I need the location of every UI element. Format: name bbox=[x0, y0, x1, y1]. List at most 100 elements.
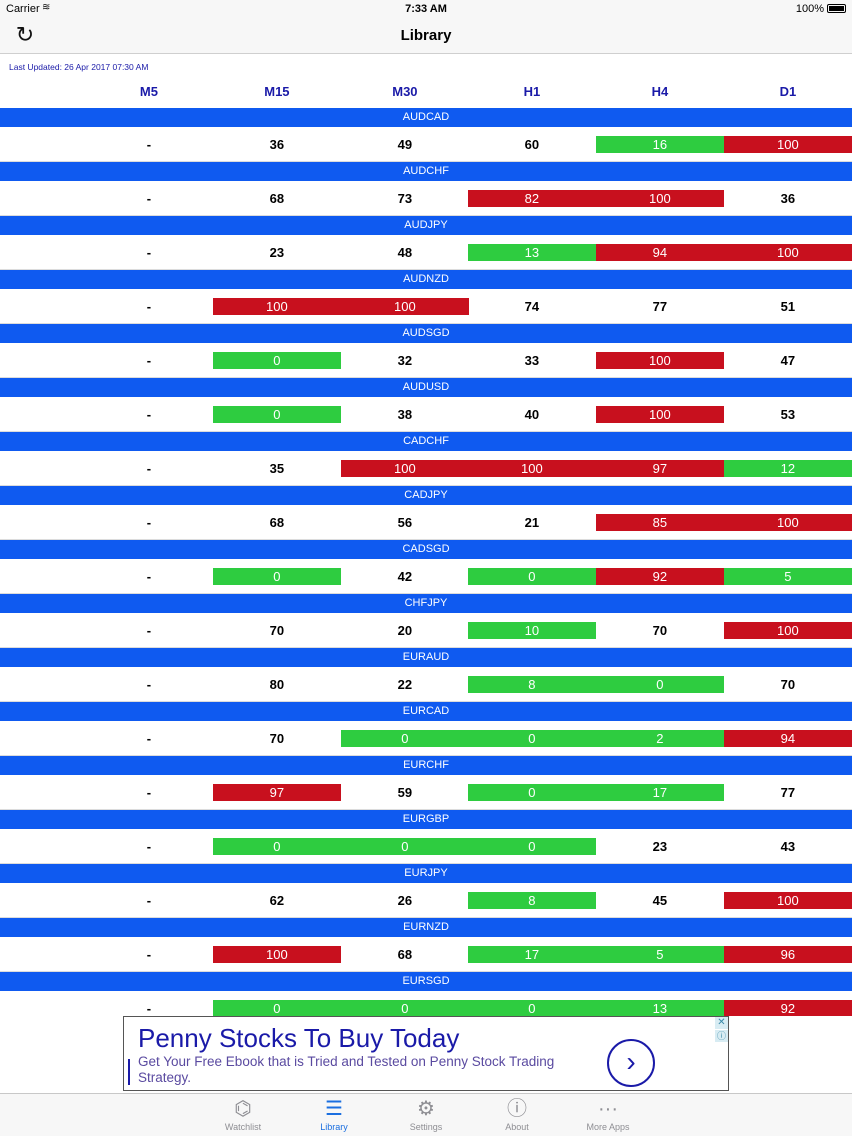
pair-header[interactable]: AUDCAD bbox=[0, 108, 852, 127]
value-cell-h1: 8 bbox=[468, 892, 596, 909]
refresh-icon[interactable]: ↻ bbox=[15, 22, 35, 47]
value-cell-m15: 68 bbox=[269, 191, 285, 206]
value-cell-m5: - bbox=[146, 677, 152, 692]
value-row: - 100 68 17 5 96 bbox=[0, 937, 852, 972]
value-cell-m5: - bbox=[146, 569, 152, 584]
pair-row-audusd[interactable]: AUDUSD - 0 38 40 100 53 bbox=[0, 378, 852, 432]
value-cell-d1: 53 bbox=[780, 407, 796, 422]
pair-list[interactable]: AUDCAD -36 49 60 16 100 AUDCHF -68 73 82 100 36 AUDJ… bbox=[0, 108, 852, 1016]
pair-row-audsgd[interactable]: AUDSGD - 0 32 33 100 47 bbox=[0, 324, 852, 378]
ad-arrow-icon[interactable]: › bbox=[607, 1039, 655, 1087]
pair-row-cadchf[interactable]: CADCHF -35 100 100 97 12 bbox=[0, 432, 852, 486]
value-cell-m5: - bbox=[146, 299, 152, 314]
value-cell-m30: 56 bbox=[397, 515, 413, 530]
value-cell-m30: 20 bbox=[397, 623, 413, 638]
value-cell-m30: 0 bbox=[341, 838, 469, 855]
pair-row-eurcad[interactable]: EURCAD -70 0 0 2 94 bbox=[0, 702, 852, 756]
ad-title[interactable]: Penny Stocks To Buy Today bbox=[138, 1023, 460, 1053]
pair-header[interactable]: CADSGD bbox=[0, 540, 852, 559]
value-cell-m15: 70 bbox=[269, 623, 285, 638]
ad-body[interactable]: Get Your Free Ebook that is Tried and Te… bbox=[138, 1054, 555, 1085]
tab-about[interactable]: ⓘ About bbox=[482, 1096, 552, 1132]
value-cell-m30: 73 bbox=[397, 191, 413, 206]
pair-row-audjpy[interactable]: AUDJPY - 23 48 13 94 100 bbox=[0, 216, 852, 270]
pair-row-euraud[interactable]: EURAUD - 80 22 8 0 70 bbox=[0, 648, 852, 702]
pair-row-eurnzd[interactable]: EURNZD - 100 68 17 5 96 bbox=[0, 918, 852, 972]
value-cell-m30: 49 bbox=[397, 137, 413, 152]
value-cell-m5: - bbox=[146, 893, 152, 908]
tab-watchlist[interactable]: ⌬ Watchlist bbox=[208, 1096, 278, 1132]
pair-row-cadsgd[interactable]: CADSGD -0 42 0 92 5 bbox=[0, 540, 852, 594]
value-cell-m15: 100 bbox=[213, 946, 341, 963]
value-cell-h1: 13 bbox=[468, 244, 596, 261]
pair-header[interactable]: AUDNZD bbox=[0, 270, 852, 289]
gear-icon: ⚙ bbox=[417, 1098, 435, 1120]
pair-row-chfjpy[interactable]: CHFJPY - 70 20 10 70 100 bbox=[0, 594, 852, 648]
pair-header[interactable]: EURCAD bbox=[0, 702, 852, 721]
value-cell-d1: 47 bbox=[780, 353, 796, 368]
pair-header[interactable]: AUDUSD bbox=[0, 378, 852, 397]
value-cell-m15: 0 bbox=[213, 838, 341, 855]
tab-library[interactable]: ☰ Library bbox=[299, 1096, 369, 1132]
value-cell-m5: - bbox=[146, 245, 152, 260]
tab-label: Library bbox=[320, 1122, 348, 1132]
pair-header[interactable]: AUDJPY bbox=[0, 216, 852, 235]
value-cell-h4: 2 bbox=[596, 730, 724, 747]
value-cell-h1: 60 bbox=[524, 137, 540, 152]
pair-header[interactable]: EURGBP bbox=[0, 810, 852, 829]
value-cell-d1: 70 bbox=[780, 677, 796, 692]
ad-close-icon[interactable]: ✕ bbox=[715, 1017, 728, 1029]
pair-header[interactable]: EURSGD bbox=[0, 972, 852, 991]
pair-header[interactable]: EURJPY bbox=[0, 864, 852, 883]
value-cell-m30: 0 bbox=[341, 730, 469, 747]
value-cell-h4: 45 bbox=[652, 893, 668, 908]
value-cell-h4: 92 bbox=[596, 568, 724, 585]
value-cell-m15: 35 bbox=[269, 461, 285, 476]
pair-row-eurgbp[interactable]: EURGBP -0 0 0 23 43 bbox=[0, 810, 852, 864]
pair-header[interactable]: AUDCHF bbox=[0, 162, 852, 181]
pair-header[interactable]: AUDSGD bbox=[0, 324, 852, 343]
column-header-row: M5 M15 M30 H1 H4 D1 bbox=[0, 84, 852, 102]
pair-row-eursgd[interactable]: EURSGD -0 0 0 13 92 bbox=[0, 972, 852, 1016]
page-title: Library bbox=[400, 27, 452, 44]
value-cell-h4: 5 bbox=[596, 946, 724, 963]
value-cell-m5: - bbox=[146, 515, 152, 530]
value-cell-h4: 94 bbox=[596, 244, 724, 261]
pair-row-audchf[interactable]: AUDCHF - 68 73 82 100 36 bbox=[0, 162, 852, 216]
value-row: -0 42 0 92 5 bbox=[0, 559, 852, 594]
tab-more-apps[interactable]: ··· More Apps bbox=[573, 1096, 643, 1132]
value-row: - 80 22 8 0 70 bbox=[0, 667, 852, 702]
ad-info-icon[interactable]: ⓘ bbox=[715, 1030, 728, 1042]
pair-header[interactable]: EURNZD bbox=[0, 918, 852, 937]
value-cell-d1: 100 bbox=[724, 136, 852, 153]
value-cell-m5: - bbox=[146, 731, 152, 746]
info-icon: ⓘ bbox=[507, 1098, 527, 1120]
value-cell-m15: 0 bbox=[213, 406, 341, 423]
tab-bar: ⌬ Watchlist ☰ Library ⚙ Settings ⓘ About ··· More… bbox=[0, 1093, 852, 1136]
value-cell-d1: 12 bbox=[724, 460, 852, 477]
value-cell-h4: 16 bbox=[596, 136, 724, 153]
value-cell-m30: 100 bbox=[341, 298, 469, 315]
pair-row-eurchf[interactable]: EURCHF - 97 59 0 17 77 bbox=[0, 756, 852, 810]
battery-icon bbox=[827, 4, 846, 13]
pair-row-audcad[interactable]: AUDCAD - 36 49 60 16 100 bbox=[0, 108, 852, 162]
value-cell-m5: - bbox=[146, 785, 152, 800]
value-cell-d1: 100 bbox=[724, 244, 852, 261]
value-row: -35 100 100 97 12 bbox=[0, 451, 852, 486]
value-cell-h4: 100 bbox=[596, 406, 724, 423]
value-cell-h1: 8 bbox=[468, 676, 596, 693]
pair-row-audnzd[interactable]: AUDNZD - 100 100 74 77 51 bbox=[0, 270, 852, 324]
pair-header[interactable]: EURAUD bbox=[0, 648, 852, 667]
pair-header[interactable]: CHFJPY bbox=[0, 594, 852, 613]
pair-header[interactable]: EURCHF bbox=[0, 756, 852, 775]
value-row: - 100 100 74 77 51 bbox=[0, 289, 852, 324]
pair-header[interactable]: CADCHF bbox=[0, 432, 852, 451]
pair-row-cadjpy[interactable]: CADJPY - 68 56 21 85 100 bbox=[0, 486, 852, 540]
pair-row-eurjpy[interactable]: EURJPY - 62 26 8 45 100 bbox=[0, 864, 852, 918]
wifi-icon: ≋ bbox=[42, 2, 51, 13]
tab-settings[interactable]: ⚙ Settings bbox=[391, 1096, 461, 1132]
value-cell-h4: 85 bbox=[596, 514, 724, 531]
ad-banner[interactable]: Penny Stocks To Buy Today Get Your Free … bbox=[123, 1016, 729, 1091]
pair-header[interactable]: CADJPY bbox=[0, 486, 852, 505]
battery-percent: 100% bbox=[795, 3, 824, 15]
